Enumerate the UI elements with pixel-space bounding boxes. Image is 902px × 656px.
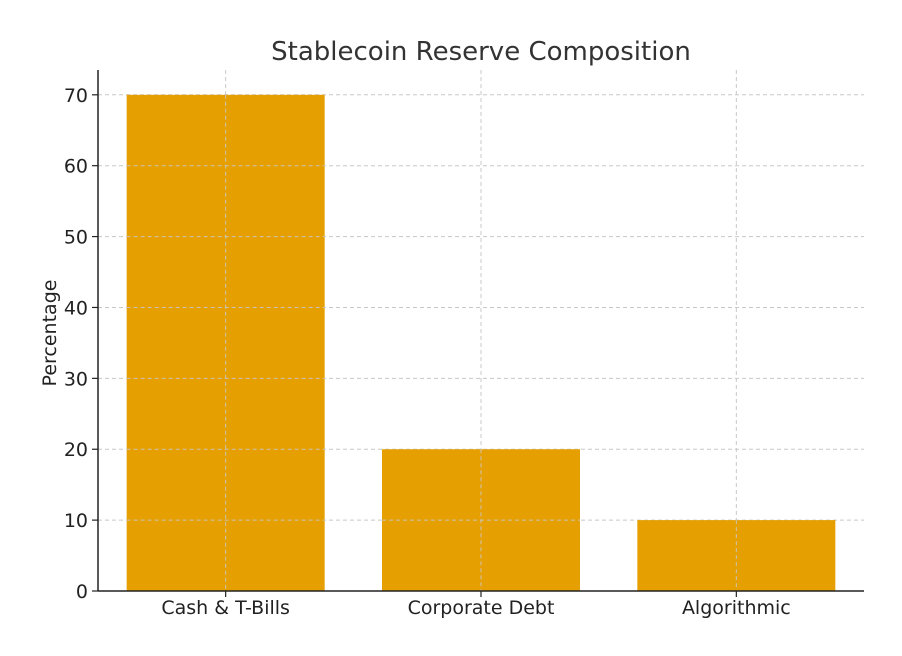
x-tick-label: Corporate Debt	[408, 597, 555, 619]
x-tick-label: Algorithmic	[682, 597, 791, 619]
x-tick-label: Cash & T-Bills	[161, 597, 290, 619]
y-tick-labels: 0 10 20 30 40 50 60 70	[64, 85, 88, 603]
y-tick-label: 60	[64, 156, 88, 178]
y-tick-label: 0	[76, 581, 88, 603]
y-tick-label: 50	[64, 227, 88, 249]
y-tick-label: 10	[64, 510, 88, 532]
y-tick-label: 70	[64, 85, 88, 107]
bars	[126, 94, 836, 592]
x-tick-labels: Cash & T-Bills Corporate Debt Algorithmic	[161, 597, 790, 619]
y-tick-label: 30	[64, 368, 88, 390]
y-tick-label: 40	[64, 297, 88, 319]
y-axis-label: Percentage	[39, 280, 61, 387]
y-tick-label: 20	[64, 439, 88, 461]
axes	[92, 70, 864, 597]
chart-title: Stablecoin Reserve Composition	[271, 37, 691, 67]
